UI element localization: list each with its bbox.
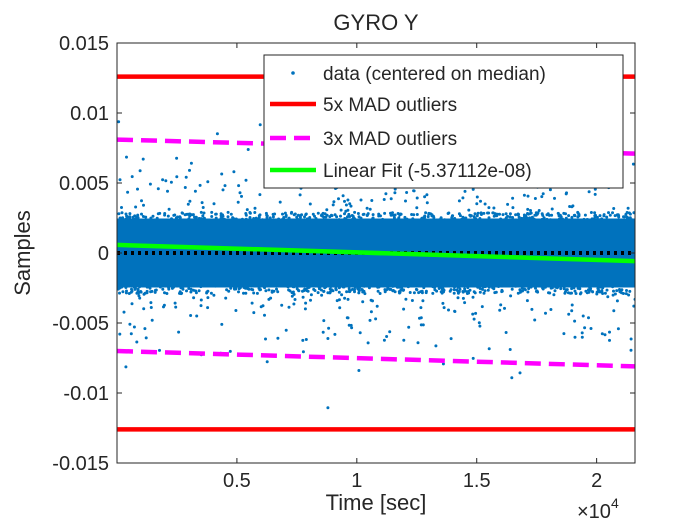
legend: data (centered on median) 5x MAD outlier… [263,54,624,189]
legend-label-3x-mad: 3x MAD outliers [323,129,457,150]
x-tick-label: 2 [591,470,602,492]
axis-ticks: -0.015 -0.01 -0.005 0 0.005 0.01 0.015 0.5 1 1.5 2 [52,33,635,492]
x-tick-label: 1.5 [463,470,491,492]
legend-label-data: data (centered on median) [323,64,546,85]
mad3-line-upper [117,137,635,156]
x-tick-label: 1 [351,470,362,492]
legend-marker-data [291,71,295,75]
linear-fit-line [117,242,635,264]
y-tick-label: -0.015 [52,453,109,475]
legend-label-5x-mad: 5x MAD outliers [323,95,457,116]
x-tick-label: 0.5 [223,470,251,492]
y-tick-label: 0.015 [59,33,109,55]
y-tick-label: 0 [98,243,109,265]
mad3-line-lower [117,348,635,369]
y-tick-label: -0.005 [52,313,109,335]
legend-label-linear-fit: Linear Fit (-5.37112e-08) [323,161,532,182]
x-axis-exponent: ×104 [577,495,619,523]
x-axis-label: Time [sec] [326,490,427,515]
chart-title: GYRO Y [333,10,419,35]
y-axis-label: Samples [10,210,35,296]
y-tick-label: 0.01 [70,103,109,125]
y-tick-label: -0.01 [63,383,109,405]
y-tick-label: 0.005 [59,173,109,195]
legend-box [263,54,624,189]
